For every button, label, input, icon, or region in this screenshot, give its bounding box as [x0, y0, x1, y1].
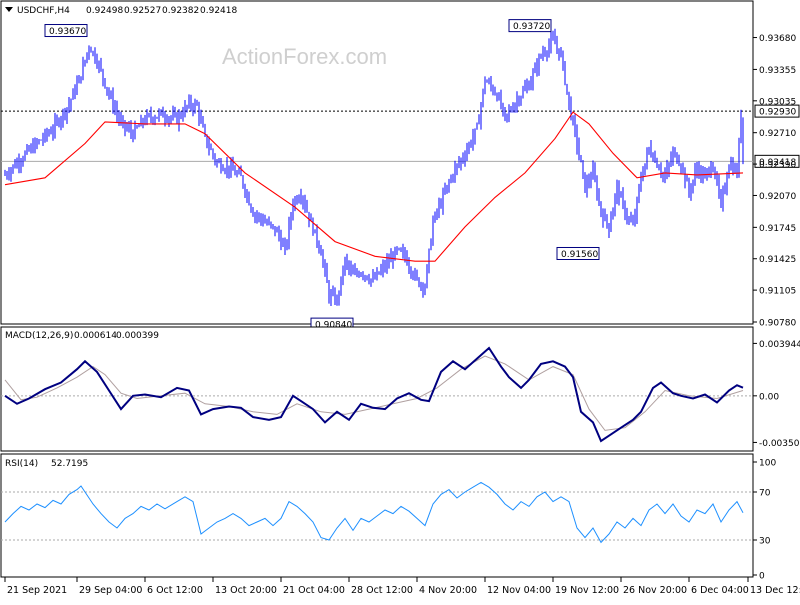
level-tag: 0.92418	[759, 158, 796, 168]
macd-pane[interactable]: MACD(12,26,9) 0.000614 0.000399 0.003944…	[0, 326, 800, 452]
rsi-line	[4, 481, 744, 544]
rsi-tick-label: 0	[759, 572, 765, 582]
price-label-box	[44, 24, 88, 38]
time-tick-label: 26 Nov 20:00	[623, 585, 687, 596]
macd-main-value: 0.000614	[74, 331, 117, 341]
ohlc-high: 0.92527	[124, 6, 161, 16]
price-label: 0.93670	[49, 27, 86, 37]
rsi-title: RSI(14)	[5, 459, 38, 469]
rsi-tick-label: 30	[759, 537, 771, 547]
price-label-box	[556, 246, 600, 260]
time-tick-label: 21 Sep 2021	[7, 585, 67, 596]
ohlc-low: 0.92382	[162, 6, 199, 16]
time-tick-label: 4 Nov 20:00	[419, 585, 477, 596]
moving-average-line	[4, 111, 744, 262]
price-label: 0.93720	[513, 22, 550, 32]
price-tick-label: 0.93680	[759, 34, 796, 44]
macd-tick-label: -0.003506	[759, 439, 800, 449]
ohlc-close: 0.92418	[200, 6, 237, 16]
time-tick-label: 13 Dec 12:00	[750, 585, 800, 596]
macd-title: MACD(12,26,9)	[5, 331, 73, 341]
price-label: 0.90840	[315, 321, 352, 331]
rsi-pane[interactable]: RSI(14) 52.7195 100 70 30 0	[0, 453, 776, 582]
time-tick-label: 19 Nov 12:00	[555, 585, 619, 596]
time-tick-label: 28 Oct 12:00	[351, 585, 413, 596]
macd-signal-line	[4, 355, 744, 431]
price-tick-label: 0.91745	[759, 224, 796, 234]
time-tick-label: 13 Oct 20:00	[215, 585, 277, 596]
time-tick-label: 12 Nov 04:00	[487, 585, 551, 596]
time-axis: 21 Sep 2021 29 Sep 04:00 6 Oct 12:00 13 Oct…	[4, 577, 800, 596]
level-tag-box	[754, 154, 800, 168]
symbol-label: USDCHF,H4	[17, 6, 70, 16]
macd-tick-label: 0.00	[759, 392, 779, 402]
macd-main-line	[4, 346, 744, 443]
price-tick-label: 0.93355	[759, 66, 796, 76]
macd-signal-value: 0.000399	[116, 331, 159, 341]
macd-tick-label: 0.003944	[759, 340, 800, 350]
price-pane[interactable]: ActionForex.com USDCHF,H4 0.92498 0.9252…	[0, 0, 800, 331]
time-tick-label: 29 Sep 04:00	[79, 585, 142, 596]
price-tick-label: 0.90780	[759, 319, 796, 329]
rsi-value: 52.7195	[51, 459, 88, 469]
price-tick-label: 0.91105	[759, 287, 796, 297]
rsi-tick-label: 70	[759, 489, 771, 499]
time-tick-label: 6 Dec 04:00	[691, 585, 749, 596]
price-tick-label: 0.92710	[759, 129, 796, 139]
time-tick-label: 21 Oct 04:00	[283, 585, 345, 596]
rsi-tick-label: 100	[759, 459, 776, 469]
ohlc-open: 0.92498	[86, 6, 123, 16]
level-tag-box	[754, 104, 800, 118]
price-label-box	[508, 19, 552, 33]
chart-menu-triangle-icon[interactable]	[5, 7, 13, 12]
time-tick-label: 6 Oct 12:00	[147, 585, 203, 596]
price-tick-label: 0.92070	[759, 192, 796, 202]
price-bars	[4, 28, 744, 306]
watermark: ActionForex.com	[222, 44, 387, 69]
price-label: 0.91560	[561, 250, 598, 260]
level-tag: 0.92930	[759, 108, 796, 118]
price-tick-label: 0.93035	[759, 97, 796, 107]
price-tick-label: 0.92390	[759, 161, 796, 171]
price-tick-label: 0.91425	[759, 255, 796, 265]
macd-pane-frame	[0, 326, 754, 452]
